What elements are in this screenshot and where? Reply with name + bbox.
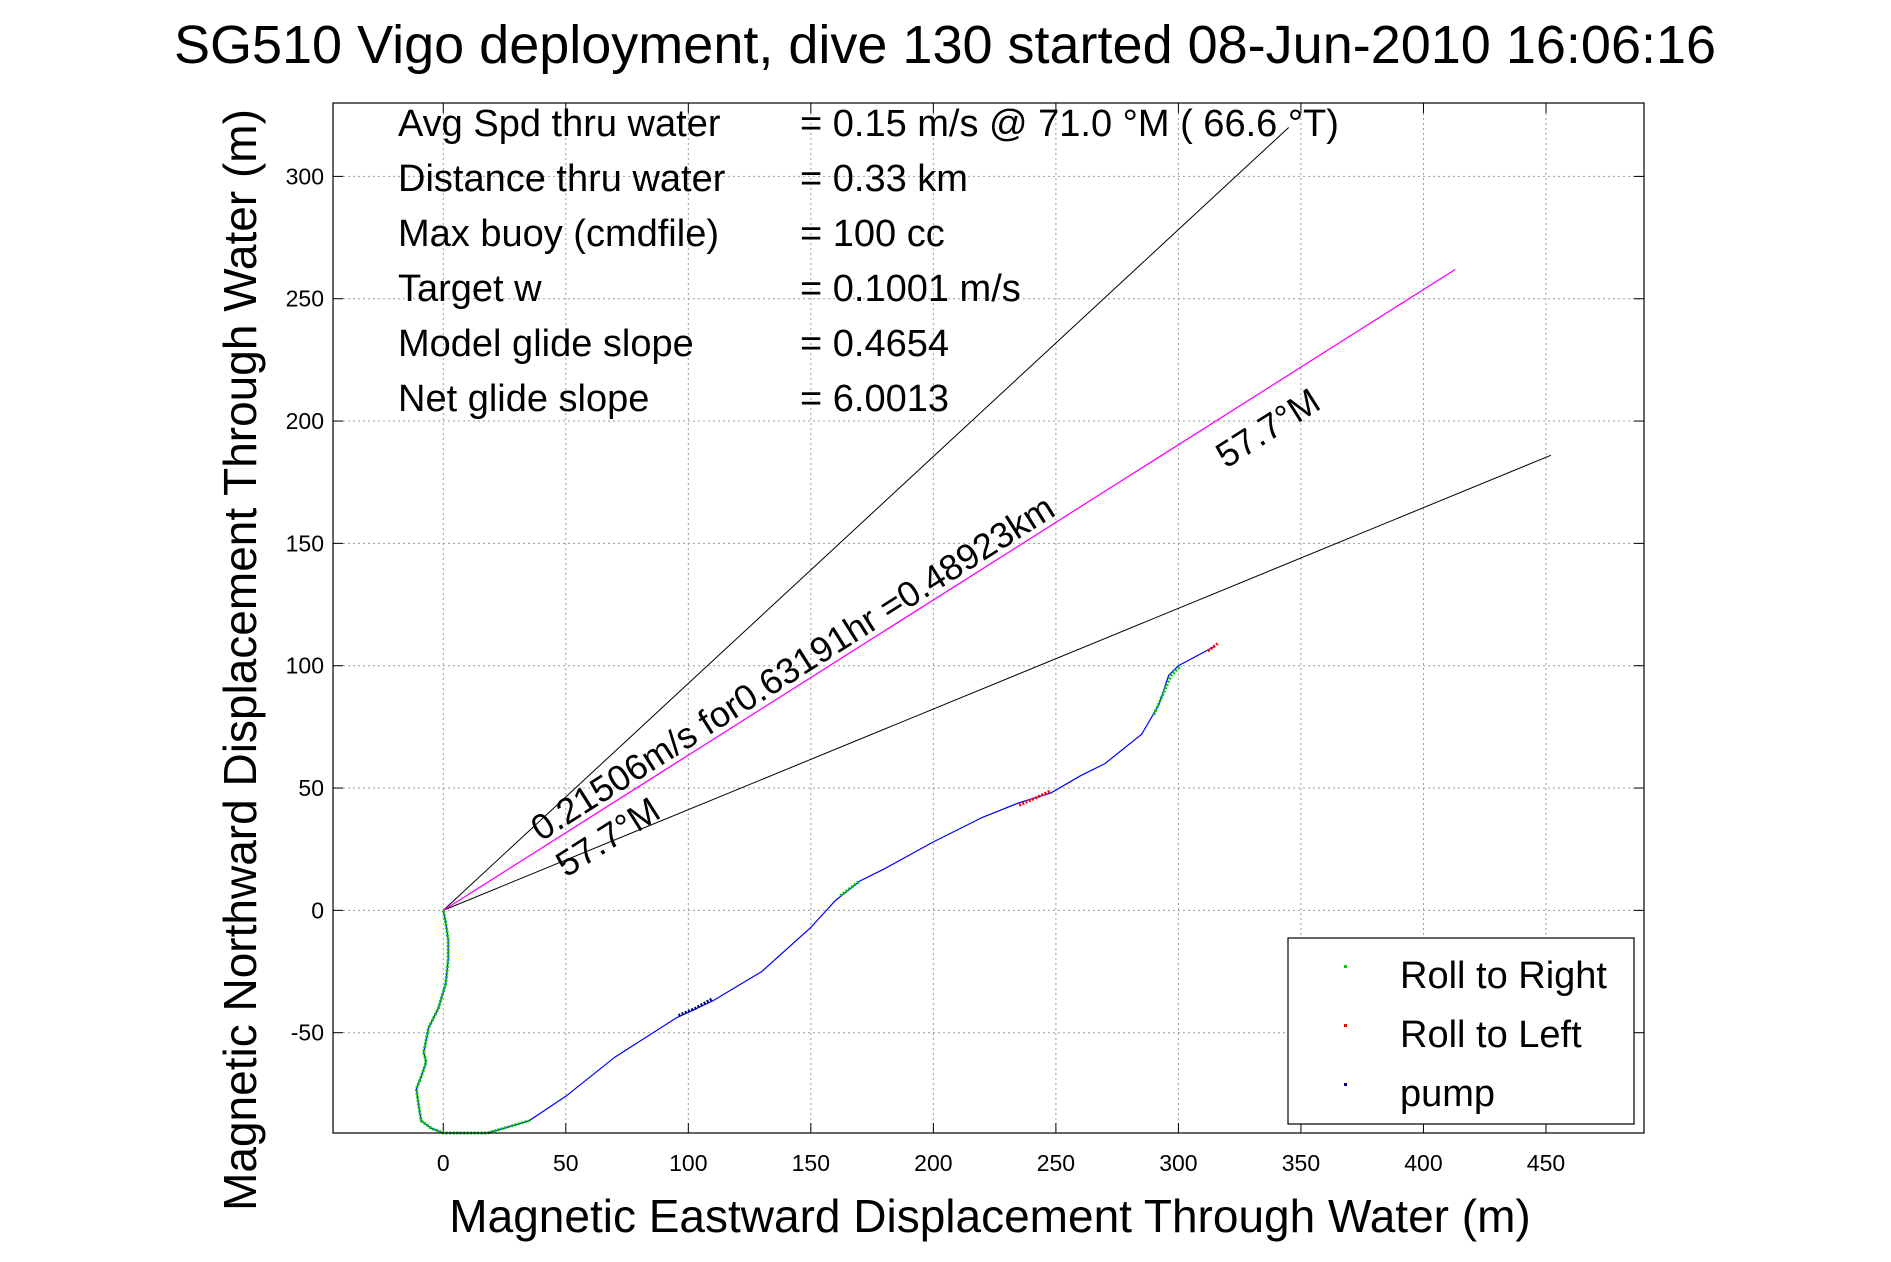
x-tick-label: 350	[1282, 1150, 1320, 1176]
legend-label: pump	[1400, 1073, 1495, 1115]
y-tick-labels: -50 0 50 100 150 200 250 300	[286, 163, 324, 1045]
chart-title: SG510 Vigo deployment, dive 130 started …	[174, 15, 1716, 75]
stat-value: = 100 cc	[800, 213, 945, 255]
stats-panel: Avg Spd thru water = 0.15 m/s @ 71.0 °M (…	[398, 103, 1339, 420]
series-pump	[677, 997, 714, 1017]
x-tick-label: 450	[1527, 1150, 1565, 1176]
x-tick-label: 50	[553, 1150, 579, 1176]
series-segment	[1152, 664, 1182, 716]
series-segment	[677, 997, 714, 1017]
heading-line-lower	[443, 454, 1552, 911]
legend-label: Roll to Right	[1400, 955, 1607, 997]
stat-value: = 0.33 km	[800, 158, 968, 200]
x-tick-labels: 0 50 100 150 200 250 300 350 400 450	[437, 1150, 1565, 1176]
stat-label: Net glide slope	[398, 378, 649, 420]
plot-frame	[332, 102, 1645, 1134]
legend-marker	[1344, 1024, 1347, 1027]
legend-label: Roll to Left	[1400, 1014, 1582, 1056]
legend: Roll to Right Roll to Left pump	[1287, 937, 1635, 1125]
series-segment	[1018, 789, 1052, 807]
stat-label: Max buoy (cmdfile)	[398, 213, 719, 255]
x-tick-label: 250	[1037, 1150, 1075, 1176]
x-axis-label: Magnetic Eastward Displacement Through W…	[449, 1190, 1530, 1242]
x-tick-label: 100	[669, 1150, 707, 1176]
legend-box	[1287, 937, 1635, 1125]
stat-label: Model glide slope	[398, 323, 694, 365]
stat-label: Target w	[398, 268, 542, 310]
stat-value: = 0.1001 m/s	[800, 268, 1021, 310]
y-tick-label: 150	[286, 530, 324, 556]
stat-label: Avg Spd thru water	[398, 103, 721, 145]
stat-value: = 0.15 m/s @ 71.0 °M ( 66.6 °T)	[800, 103, 1339, 145]
series-roll-to-left	[1018, 642, 1219, 807]
y-tick-label: 100	[286, 653, 324, 679]
y-axis-label: Magnetic Northward Displacement Through …	[214, 109, 266, 1211]
y-tick-label: 250	[286, 286, 324, 312]
y-tick-label: 300	[286, 163, 324, 189]
legend-marker	[1344, 1083, 1347, 1086]
x-tick-label: 200	[914, 1150, 952, 1176]
grid	[333, 103, 1644, 1133]
current-line	[442, 268, 1456, 911]
x-tick-label: 300	[1159, 1150, 1197, 1176]
stat-label: Distance thru water	[398, 158, 726, 200]
y-tick-label: 0	[311, 897, 324, 923]
x-tick-label: 0	[437, 1150, 450, 1176]
legend-marker	[1344, 965, 1347, 968]
heading-line-upper	[442, 127, 1290, 911]
stat-value: = 0.4654	[800, 323, 949, 365]
y-tick-label: 50	[298, 775, 324, 801]
y-tick-label: 200	[286, 408, 324, 434]
series-segment	[839, 879, 861, 897]
stat-value: = 6.0013	[800, 378, 949, 420]
x-tick-label: 400	[1404, 1150, 1442, 1176]
x-tick-label: 150	[792, 1150, 830, 1176]
y-tick-label: -50	[291, 1020, 324, 1046]
reference-lines	[442, 127, 1552, 911]
